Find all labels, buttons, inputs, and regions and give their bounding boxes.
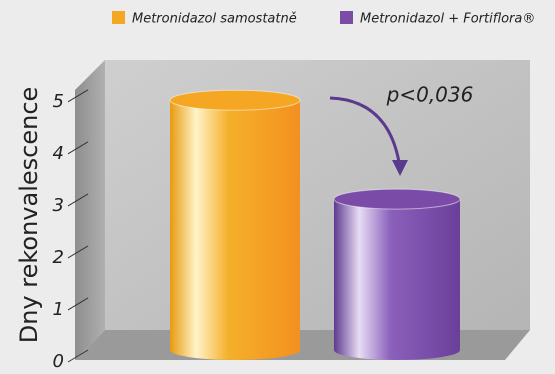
tick-mark	[67, 89, 89, 103]
bar-top	[333, 188, 461, 210]
bar	[170, 100, 300, 360]
tick-mark	[67, 245, 89, 259]
y-tick-label: 1	[53, 299, 64, 320]
tick-mark	[67, 349, 89, 363]
floor	[75, 330, 530, 360]
y-tick-label: 5	[53, 91, 64, 112]
bar	[334, 199, 460, 360]
y-tick-label: 2	[53, 247, 64, 268]
y-tick-label: 3	[53, 195, 64, 216]
tick-mark	[67, 193, 89, 207]
legend-label: Metronidazol samostatně	[132, 12, 297, 27]
annotation: p<0,036	[386, 83, 474, 107]
legend-swatch	[340, 11, 353, 24]
bar-top	[169, 89, 301, 111]
y-axis-label: Dny rekonvalescence	[15, 87, 43, 344]
side-wall	[75, 60, 105, 360]
tick-mark	[67, 297, 89, 311]
legend-swatch	[112, 11, 125, 24]
y-tick-label: 0	[53, 351, 64, 372]
arrow	[329, 96, 402, 169]
arrow-head	[392, 160, 408, 176]
legend-label: Metronidazol + Fortiflora®	[360, 12, 535, 27]
y-tick-label: 4	[53, 143, 64, 164]
tick-mark	[67, 141, 89, 155]
